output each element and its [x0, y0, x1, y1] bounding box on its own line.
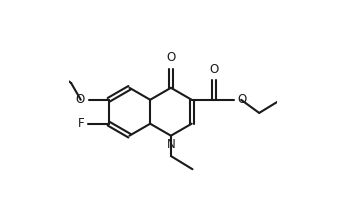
- Text: O: O: [76, 93, 85, 106]
- Text: F: F: [78, 117, 85, 130]
- Text: O: O: [210, 62, 219, 76]
- Text: O: O: [166, 51, 175, 64]
- Text: O: O: [238, 93, 247, 106]
- Text: N: N: [166, 138, 175, 151]
